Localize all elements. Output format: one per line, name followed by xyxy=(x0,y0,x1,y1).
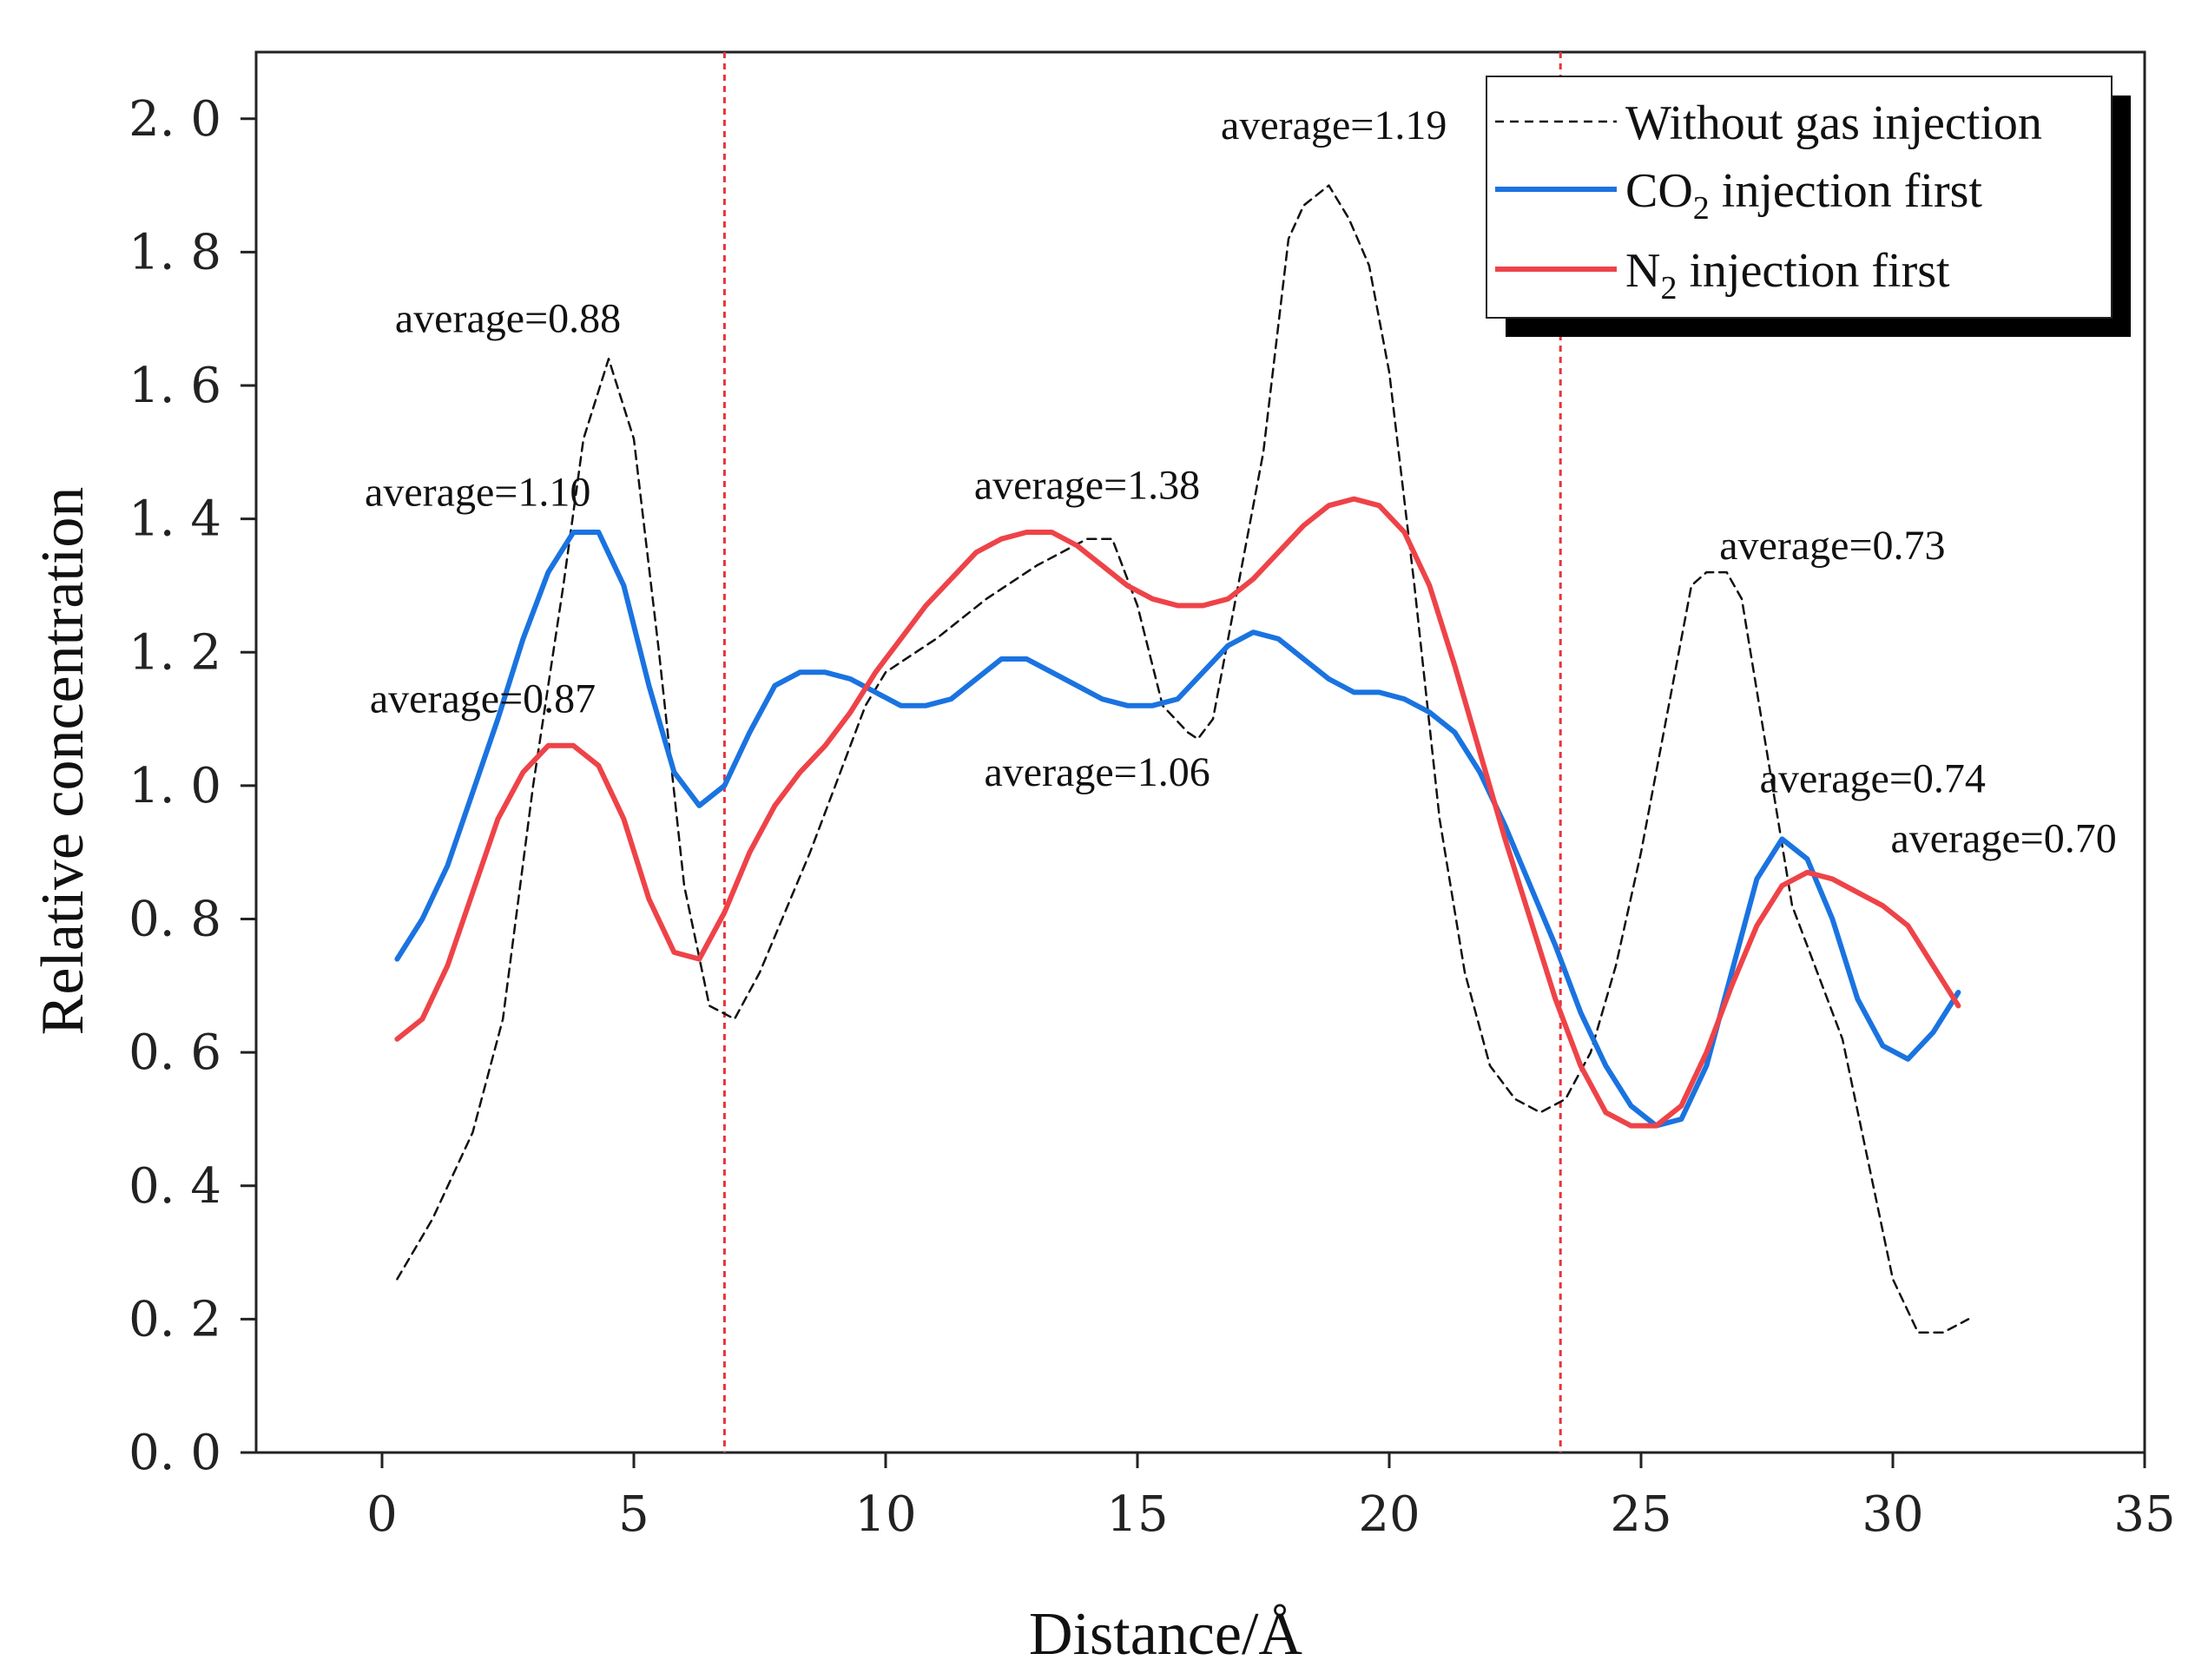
y-tick-label: 1. 8 xyxy=(129,224,221,280)
average-annotation: average=1.38 xyxy=(974,463,1200,509)
y-tick-label: 0. 0 xyxy=(129,1425,221,1481)
plot-frame xyxy=(254,50,2146,1454)
series-line-0 xyxy=(396,184,1970,1334)
y-tick-label: 0. 8 xyxy=(129,892,221,948)
average-annotation: average=0.88 xyxy=(395,296,621,342)
y-tick-label: 2. 0 xyxy=(129,91,221,148)
average-annotation: average=1.10 xyxy=(365,469,590,515)
y-tick-label: 1. 0 xyxy=(129,758,221,814)
y-tick-label: 1. 4 xyxy=(129,491,221,548)
region-dividers xyxy=(722,52,1562,1453)
y-tick-label: 1. 6 xyxy=(129,358,221,414)
legend: Without gas injection CO2 injection first… xyxy=(1486,76,2131,337)
y-tick-label: 0. 6 xyxy=(129,1024,221,1081)
x-tick-label: 10 xyxy=(854,1486,916,1543)
x-axis-title: Distance/Å xyxy=(1029,1601,1302,1668)
y-axis-title: Relative concentration xyxy=(30,487,96,1036)
x-tick-label: 25 xyxy=(1610,1486,1671,1543)
legend-label-2: N2 injection first xyxy=(1625,244,1950,306)
x-tick-label: 30 xyxy=(1862,1486,1923,1543)
average-annotation: average=1.19 xyxy=(1221,102,1447,148)
average-annotation: average=1.06 xyxy=(984,749,1210,795)
x-tick-label: 35 xyxy=(2113,1486,2175,1543)
y-tick-label: 0. 2 xyxy=(129,1291,221,1347)
x-tick-label: 20 xyxy=(1358,1486,1420,1543)
y-tick-label: 1. 2 xyxy=(129,624,221,681)
axes: 0. 0 0. 2 0. 4 0. 6 0. 8 1. 0 1. 2 1. 4 1. 6 1. 8… xyxy=(129,50,2176,1543)
legend-box xyxy=(1486,76,2113,319)
average-annotation: average=0.73 xyxy=(1719,523,1945,569)
annotations: average=0.88 average=1.10 average=0.87 aver… xyxy=(365,102,2117,862)
series-lines xyxy=(394,184,1970,1334)
legend-label-0: Without gas injection xyxy=(1625,96,2042,150)
average-annotation: average=0.74 xyxy=(1760,756,1986,802)
x-tick-label: 5 xyxy=(618,1486,649,1543)
x-tick-label: 15 xyxy=(1106,1486,1168,1543)
series-line-1 xyxy=(394,530,1961,1129)
average-annotation: average=0.87 xyxy=(370,675,596,721)
average-annotation: average=0.70 xyxy=(1890,816,2116,862)
series-line-2 xyxy=(394,496,1961,1129)
legend-label-1: CO2 injection first xyxy=(1625,164,1982,227)
y-tick-label: 0. 4 xyxy=(129,1158,221,1215)
x-tick-label: 0 xyxy=(366,1486,398,1543)
